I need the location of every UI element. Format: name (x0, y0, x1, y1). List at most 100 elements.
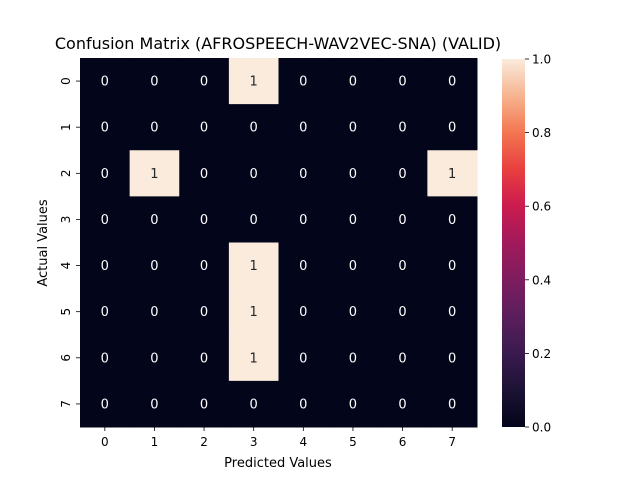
cell-value: 0 (398, 75, 406, 90)
heatmap-cell (427, 242, 478, 290)
colorbar-ticks: 0.0 0.2 0.4 0.6 0.8 1.0 (525, 53, 551, 435)
cell-value: 0 (150, 305, 158, 320)
cell-value: 0 (150, 397, 158, 412)
heatmap-cell (328, 334, 379, 382)
cell-value: 0 (101, 121, 109, 136)
heatmap-cell (179, 380, 230, 428)
cell-value: 0 (349, 397, 357, 412)
colorbar-tick-label: 0.0 (532, 421, 551, 435)
cell-value: 0 (299, 121, 307, 136)
heatmap-cell (278, 58, 329, 105)
y-tick-label: 2 (59, 169, 73, 177)
cell-value: 0 (200, 259, 208, 274)
heatmap-cell (129, 334, 180, 382)
colorbar (502, 59, 525, 427)
cell-value: 0 (299, 167, 307, 182)
cell-value: 0 (200, 351, 208, 366)
cell-value: 0 (448, 351, 456, 366)
heatmap-cell (179, 150, 230, 197)
x-axis-ticks: 0 1 2 3 4 5 6 7 (101, 427, 456, 449)
cell-value: 0 (101, 167, 109, 182)
cell-value: 0 (448, 259, 456, 274)
heatmap-cell (179, 242, 230, 290)
heatmap-cell (80, 58, 131, 105)
cell-value: 0 (299, 351, 307, 366)
cell-value: 0 (349, 75, 357, 90)
heatmap-cell (228, 288, 279, 336)
cell-value: 0 (398, 259, 406, 274)
x-tick-label: 5 (349, 435, 357, 449)
cell-value: 0 (349, 259, 357, 274)
y-tick-label: 1 (59, 123, 73, 131)
cell-value: 0 (448, 121, 456, 136)
heatmap-cell (80, 104, 131, 151)
cell-value: 0 (200, 397, 208, 412)
y-tick-label: 6 (59, 354, 73, 362)
heatmap-cell (278, 150, 329, 197)
heatmap-cell (129, 104, 180, 151)
heatmap-cell (377, 334, 428, 382)
cell-value: 0 (101, 213, 109, 228)
heatmap-cell (377, 242, 428, 290)
heatmap-cell (179, 196, 230, 243)
heatmap-cell (377, 150, 428, 197)
heatmap-cell (427, 196, 478, 243)
cell-value: 0 (448, 397, 456, 412)
cell-value: 0 (398, 213, 406, 228)
heatmap-cell (179, 334, 230, 382)
heatmap-cell (427, 104, 478, 151)
cell-value: 0 (299, 397, 307, 412)
colorbar-tick-label: 0.4 (532, 273, 551, 287)
heatmap-cell (328, 196, 379, 243)
x-tick-label: 7 (448, 435, 456, 449)
heatmap-cell (179, 58, 230, 105)
cell-value: 0 (349, 167, 357, 182)
heatmap-cell (427, 150, 478, 197)
cell-value: 0 (448, 213, 456, 228)
heatmap-cell (328, 380, 379, 428)
heatmap-cell (377, 288, 428, 336)
cell-value: 0 (101, 259, 109, 274)
heatmap-cell (80, 334, 131, 382)
cell-value: 0 (448, 75, 456, 90)
heatmap-cell (328, 58, 379, 105)
cell-value: 0 (200, 75, 208, 90)
x-tick-label: 4 (299, 435, 307, 449)
heatmap-cell (129, 150, 180, 197)
heatmap-cell (377, 196, 428, 243)
heatmap-cell (328, 150, 379, 197)
cell-value: 0 (250, 213, 258, 228)
cell-value: 0 (398, 121, 406, 136)
y-tick-label: 3 (59, 216, 73, 224)
colorbar-tick-label: 0.6 (532, 200, 551, 214)
cell-value: 1 (250, 259, 258, 274)
cell-value: 0 (150, 121, 158, 136)
heatmap-cell (80, 242, 131, 290)
heatmap-cell (427, 58, 478, 105)
cell-value: 0 (398, 167, 406, 182)
cell-value: 1 (250, 351, 258, 366)
cell-value: 1 (150, 167, 158, 182)
cell-value: 0 (101, 351, 109, 366)
x-axis-label: Predicted Values (224, 456, 332, 471)
y-tick-label: 5 (59, 308, 73, 316)
x-tick-label: 2 (200, 435, 208, 449)
heatmap-cell (80, 150, 131, 197)
cell-value: 0 (250, 167, 258, 182)
x-tick-label: 1 (151, 435, 159, 449)
heatmap-cell (427, 380, 478, 428)
cell-value: 1 (448, 167, 456, 182)
heatmap-cell (427, 288, 478, 336)
cell-value: 0 (299, 305, 307, 320)
cell-value: 0 (150, 351, 158, 366)
cell-value: 0 (349, 351, 357, 366)
heatmap-cells (80, 58, 478, 428)
x-tick-label: 3 (250, 435, 258, 449)
heatmap-cell (278, 196, 329, 243)
y-tick-label: 0 (59, 77, 73, 85)
y-axis-label: Actual Values (36, 199, 51, 287)
heatmap-cell (80, 288, 131, 336)
heatmap-cell (377, 104, 428, 151)
cell-value: 0 (299, 259, 307, 274)
heatmap-cell (228, 58, 279, 105)
